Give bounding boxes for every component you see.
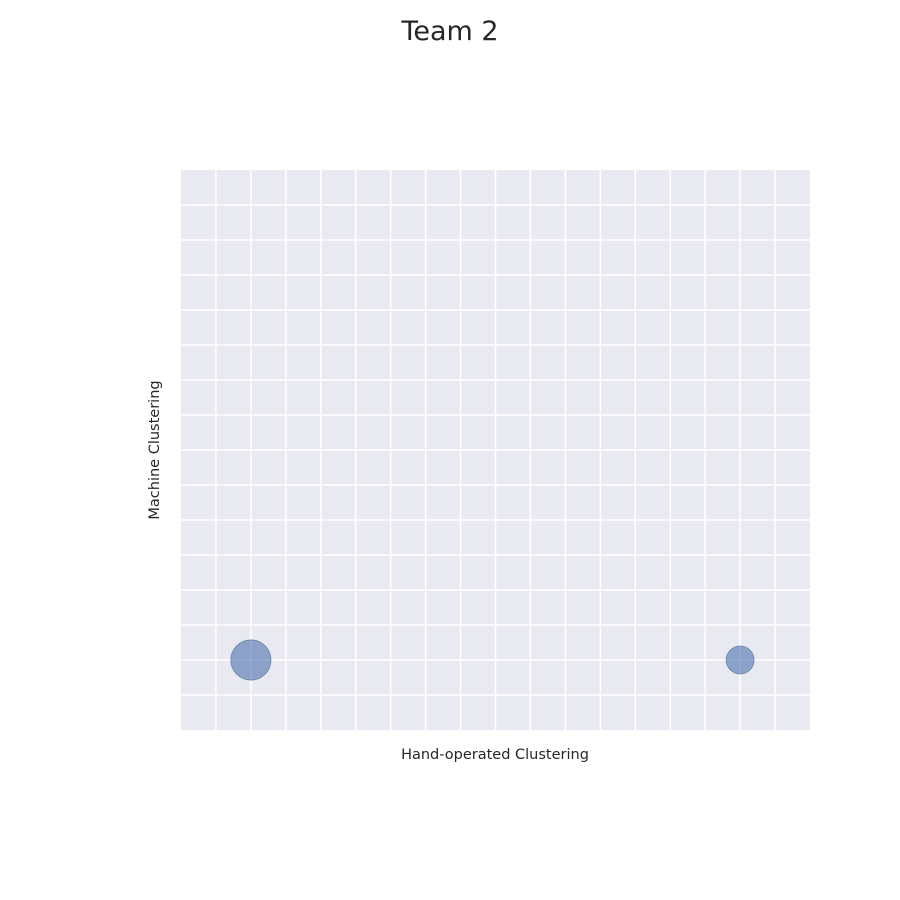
scatter-point bbox=[725, 645, 755, 675]
x-axis-label: Hand-operated Clustering bbox=[401, 747, 589, 763]
y-axis-label: Machine Clustering bbox=[147, 380, 163, 519]
grid-lines bbox=[181, 170, 810, 730]
chart-title: Team 2 bbox=[400, 16, 498, 47]
data-points bbox=[230, 639, 755, 681]
scatter-point bbox=[230, 639, 272, 681]
